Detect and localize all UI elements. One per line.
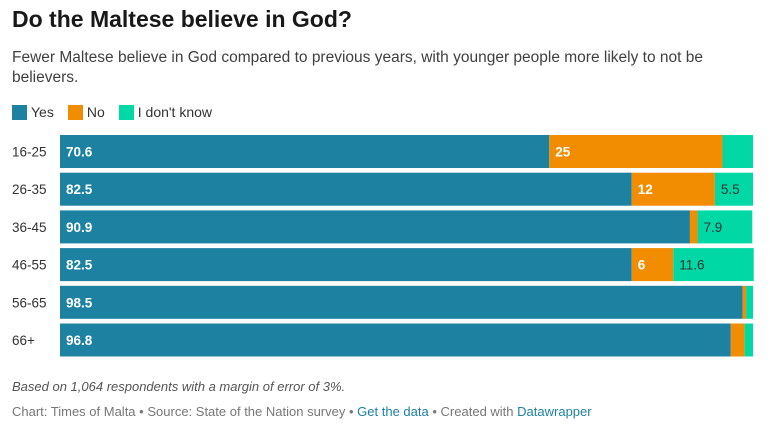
bar-segment-i-don-t-know [697,210,753,244]
data-label: 98.5 [66,295,93,310]
bar-segment-no [631,172,715,206]
data-label: 90.9 [66,220,92,235]
category-label: 66+ [12,333,35,348]
legend-label-no: No [86,104,105,120]
footer-source: Source: State of the Nation survey [147,404,346,419]
category-label: 56-65 [12,295,47,310]
data-label: 25 [555,145,571,160]
chart-title: Do the Maltese believe in God? [12,6,352,32]
data-label: 70.6 [66,145,93,160]
data-label: 82.5 [66,258,93,273]
bar-segment-no [549,135,723,168]
footer-separator: • [139,404,144,419]
get-the-data-link[interactable]: Get the data [357,404,429,419]
legend-label-yes: Yes [31,104,54,120]
legend-item-yes: Yes [12,104,54,120]
footer-separator: • [348,404,354,419]
footer-separator: • [432,404,437,419]
bar-segment-no [742,285,747,319]
legend: Yes No I don't know [12,104,212,120]
bar-segment-no [730,323,745,357]
data-label: 5.5 [721,182,740,197]
bar-segment-yes [60,210,690,244]
bar-segment-i-don-t-know [714,172,753,206]
category-label: 26-35 [12,182,47,197]
datawrapper-link[interactable]: Datawrapper [517,404,592,419]
chart-footer: Chart: Times of Malta • Source: State of… [12,404,592,419]
data-label: 7.9 [704,220,723,235]
category-label: 46-55 [12,258,47,273]
legend-swatch-yes [12,104,27,120]
data-label: 96.8 [66,333,93,348]
bar-segment-i-don-t-know [673,248,754,282]
bar-segment-no [631,248,674,282]
data-label: 6 [638,258,646,273]
bar-segment-yes [60,285,743,319]
legend-item-no: No [67,104,105,120]
bar-segment-yes [60,248,632,282]
legend-item-dont-know: I don't know [118,104,213,120]
bar-segment-yes [60,172,632,206]
bar-segment-i-don-t-know [744,323,753,357]
bar-segment-yes [60,323,731,357]
stacked-bar-chart: 16-25 70.6 25 26-35 82.5 12 5.5 36-45 90.9 7.9 46-… [12,135,754,357]
category-label: 36-45 [12,220,47,235]
legend-swatch-dont-know [118,104,134,120]
data-label: 12 [638,182,653,197]
legend-label-dont-know: I don't know [137,104,213,120]
data-label: 82.5 [66,182,93,197]
bar-segment-no [689,210,698,244]
bar-segment-i-don-t-know [722,135,753,168]
footer-credit: Chart: Times of Malta [12,404,136,419]
footer-created-with: Created with [440,404,514,419]
bar-segment-yes [60,135,550,168]
legend-swatch-no [67,104,83,120]
chart-subtitle: Fewer Maltese believe in God compared to… [12,49,703,86]
bar-segment-i-don-t-know [746,285,753,319]
data-label: 11.6 [679,258,704,273]
chart-notes: Based on 1,064 respondents with a margin… [12,379,346,394]
category-label: 16-25 [12,145,47,160]
